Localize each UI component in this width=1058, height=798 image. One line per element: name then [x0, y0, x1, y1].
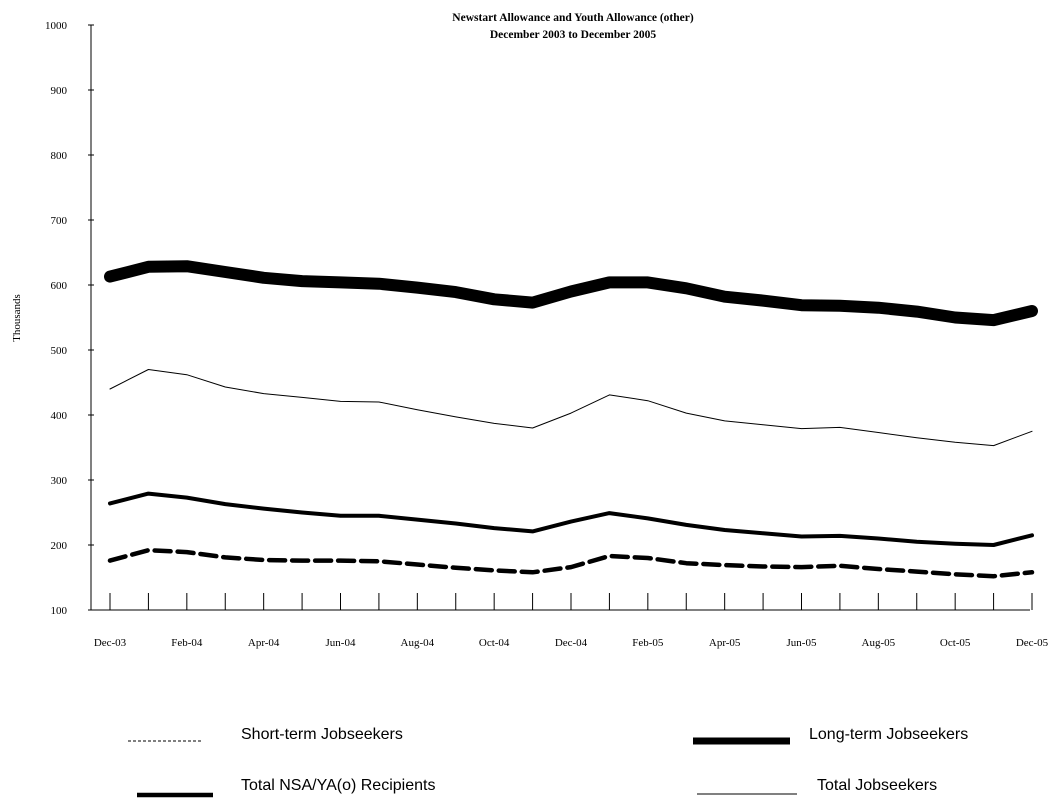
series-line-total-jobseekers — [109, 369, 1033, 447]
y-tick-label: 600 — [51, 280, 68, 292]
y-tick-label: 900 — [51, 85, 68, 97]
x-tick-label: Oct-05 — [940, 637, 971, 649]
x-ticks: Dec-03 Feb-04 Apr-04 Jun-04 Aug-04 Oct-04 Dec-… — [94, 593, 1049, 649]
series-line-short-term-jobseekers — [107, 547, 1035, 579]
y-axis-label: Thousands — [11, 294, 23, 342]
y-tick-label: 800 — [51, 150, 68, 162]
series-line-total-nsa-ya-o-recipients — [108, 491, 1034, 547]
y-tick-label: 500 — [51, 345, 68, 357]
y-tick-label: 100 — [51, 605, 68, 617]
x-tick-label: Dec-03 — [94, 637, 127, 649]
y-ticks: 100 200 300 400 500 600 700 800 900 1000 — [45, 20, 94, 617]
legend: Short-term Jobseekers Long-term Jobseeke… — [128, 726, 968, 798]
legend-label-long-term: Long-term Jobseekers — [809, 726, 968, 743]
x-tick-label: Apr-04 — [248, 637, 280, 649]
y-tick-label: 400 — [51, 410, 68, 422]
chart-title: Newstart Allowance and Youth Allowance (… — [452, 12, 694, 24]
x-tick-label: Jun-04 — [326, 637, 356, 649]
x-tick-label: Aug-04 — [401, 637, 435, 649]
series-line-long-term-jobseekers — [104, 260, 1038, 327]
x-tick-label: Apr-05 — [709, 637, 741, 649]
x-tick-label: Dec-04 — [555, 637, 588, 649]
legend-label-short-term: Short-term Jobseekers — [241, 726, 403, 743]
x-tick-label: Oct-04 — [479, 637, 510, 649]
x-tick-label: Feb-05 — [632, 637, 664, 649]
x-tick-label: Aug-05 — [862, 637, 896, 649]
legend-label-total-jobseekers: Total Jobseekers — [817, 777, 937, 794]
x-tick-label: Feb-04 — [171, 637, 203, 649]
series-lines — [104, 260, 1038, 579]
y-tick-label: 700 — [51, 215, 68, 227]
x-tick-label: Dec-05 — [1016, 637, 1049, 649]
x-tick-label: Jun-05 — [787, 637, 817, 649]
legend-label-total-recipients: Total NSA/YA(o) Recipients — [241, 777, 435, 794]
y-tick-label: 1000 — [45, 20, 68, 32]
y-tick-label: 300 — [51, 475, 68, 487]
chart-subtitle: December 2003 to December 2005 — [490, 29, 657, 41]
y-tick-label: 200 — [51, 540, 68, 552]
